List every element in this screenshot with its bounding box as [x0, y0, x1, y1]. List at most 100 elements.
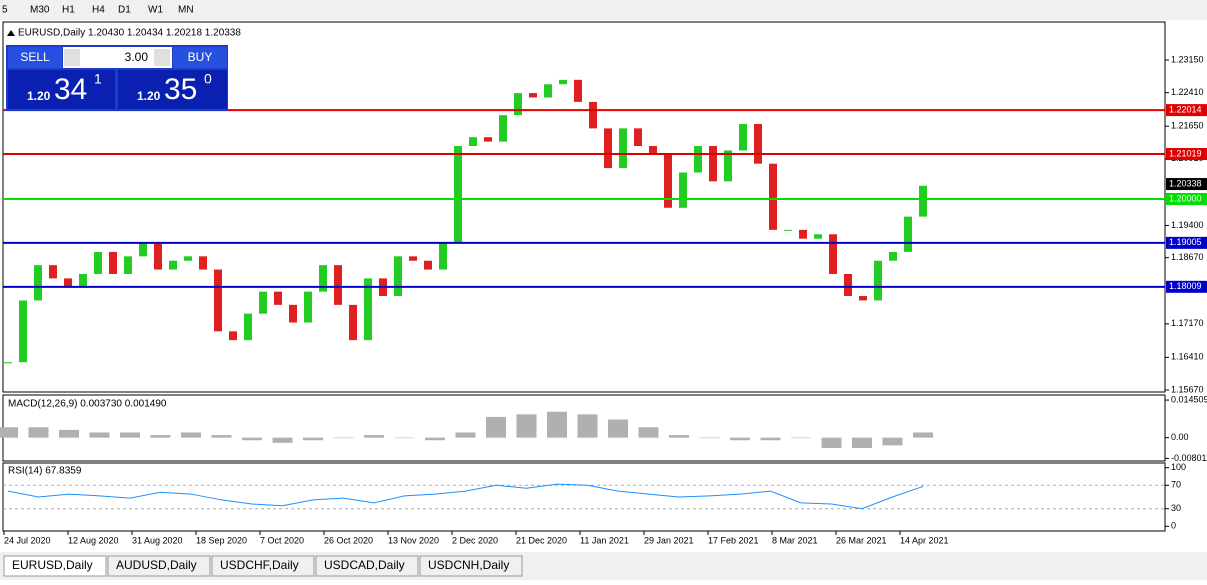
sell-button[interactable] [8, 47, 62, 68]
rsi-panel [2, 462, 1166, 532]
x-tick-label: 14 Apr 2021 [900, 535, 949, 545]
macd-bar [89, 432, 110, 438]
candle [634, 128, 642, 147]
macd-bar [608, 419, 628, 438]
chart-tab[interactable] [107, 555, 211, 577]
candle [364, 278, 372, 341]
level-label: 1.22014 [1169, 104, 1202, 114]
chart-tab[interactable] [3, 555, 107, 577]
candle [64, 278, 72, 288]
macd-bar [364, 435, 384, 438]
lot-down[interactable] [64, 49, 80, 66]
timeframe-button[interactable]: W1 [148, 5, 163, 16]
candle [919, 185, 927, 217]
candle [784, 229, 792, 231]
rsi-title: RSI(14) 67.8359 [8, 466, 82, 477]
level-label: 1.21019 [1169, 148, 1202, 158]
buy-price-box[interactable] [118, 70, 227, 109]
x-tick-label: 18 Sep 2020 [196, 535, 247, 545]
macd-bar [486, 416, 506, 438]
timeframe-button[interactable]: M30 [30, 5, 50, 16]
lot-value[interactable]: 3.00 [125, 50, 149, 64]
candle [34, 265, 42, 301]
candle [499, 115, 507, 142]
buy-label[interactable]: BUY [188, 50, 213, 64]
candle [229, 331, 237, 341]
x-tick-label: 31 Aug 2020 [132, 535, 183, 545]
chart-tab-label[interactable]: EURUSD,Daily [12, 558, 93, 572]
macd-bar [59, 429, 79, 438]
sell-label[interactable]: SELL [20, 50, 50, 64]
sell-price-pips: 34 [54, 73, 87, 106]
timeframe-button[interactable]: MN [178, 5, 194, 16]
candle [94, 251, 102, 274]
collapse-icon [7, 30, 15, 36]
candle [319, 265, 327, 292]
chart-tab[interactable] [315, 555, 419, 577]
candle [694, 146, 702, 173]
macd-bar [516, 414, 537, 438]
sell-price-box[interactable] [8, 70, 115, 109]
candle [529, 93, 537, 98]
x-tick-label: 8 Mar 2021 [772, 535, 818, 545]
level-label: 1.20000 [1169, 193, 1202, 203]
x-tick-label: 26 Oct 2020 [324, 535, 373, 545]
candle [259, 291, 267, 314]
candle [544, 84, 552, 98]
x-tick-label: 26 Mar 2021 [836, 535, 887, 545]
candle [799, 229, 807, 239]
y-tick-label: 1.23150 [1171, 54, 1204, 64]
candle [409, 256, 417, 261]
chart-tab-label[interactable]: USDCHF,Daily [220, 558, 299, 572]
y-tick-label: 1.21650 [1171, 121, 1204, 131]
candle [709, 146, 717, 182]
chart-tab[interactable] [211, 555, 315, 577]
timeframe-button[interactable]: D1 [118, 5, 131, 16]
macd-panel [2, 394, 1166, 462]
x-tick-label: 29 Jan 2021 [644, 535, 694, 545]
level-tag [1166, 236, 1207, 249]
buy-button[interactable] [173, 47, 227, 68]
macd-bar [730, 437, 750, 441]
candle [454, 146, 462, 244]
candle [589, 101, 597, 129]
candle [889, 251, 897, 261]
current-price-label: 1.20338 [1169, 178, 1202, 188]
timeframe-button[interactable]: H4 [92, 5, 105, 16]
y-tick-label: 1.22410 [1171, 87, 1204, 97]
toolbar [0, 0, 1207, 20]
candle [274, 291, 282, 305]
candle [394, 256, 402, 297]
lot-input[interactable] [63, 47, 172, 68]
candle [844, 273, 852, 297]
level-label: 1.19005 [1169, 237, 1202, 247]
candle [439, 243, 447, 270]
chart-tab-label[interactable]: USDCNH,Daily [428, 558, 509, 572]
candle [244, 313, 252, 341]
macd-bar [852, 437, 872, 449]
macd-bar [150, 435, 171, 438]
lot-up[interactable] [154, 49, 170, 66]
chart-tab-label[interactable]: AUDUSD,Daily [116, 558, 197, 572]
macd-bar [120, 432, 140, 438]
timeframe-button[interactable]: H1 [62, 5, 75, 16]
buy-price-big: 1.20 [137, 89, 161, 103]
macd-bar [760, 437, 781, 441]
y-tick-label: -0.008011 [1171, 453, 1207, 463]
candle [484, 137, 492, 142]
x-tick-label: 24 Jul 2020 [4, 535, 51, 545]
macd-bar [821, 437, 842, 449]
y-tick-label: 70 [1171, 480, 1181, 490]
chart-tab-label[interactable]: USDCAD,Daily [324, 558, 405, 572]
chart-header: EURUSD,Daily 1.20430 1.20434 1.20218 1.2… [18, 28, 241, 39]
macd-title: MACD(12,26,9) 0.003730 0.001490 [8, 399, 167, 410]
candle [574, 79, 582, 102]
timeframe-button[interactable]: 5 [2, 5, 8, 16]
candle [649, 146, 657, 155]
candle [769, 163, 777, 230]
macd-bar [577, 414, 598, 438]
candle [679, 172, 687, 208]
chart-tab[interactable] [419, 555, 523, 577]
macd-bar [303, 437, 323, 441]
